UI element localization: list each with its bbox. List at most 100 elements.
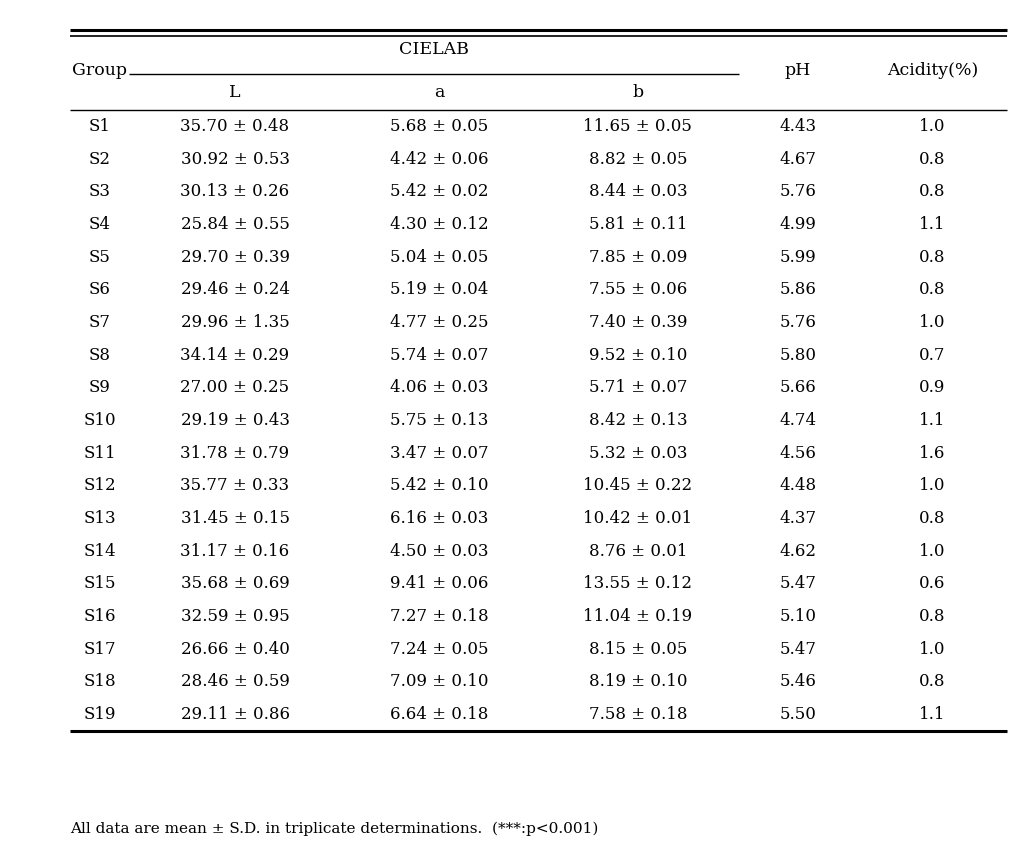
Text: All data are mean ± S.D. in triplicate determinations.  (***:p<0.001): All data are mean ± S.D. in triplicate d…	[70, 822, 598, 836]
Text: 10.42 ± 0.01: 10.42 ± 0.01	[584, 510, 692, 527]
Text: 4.37: 4.37	[780, 510, 816, 527]
Text: 0.8: 0.8	[919, 150, 945, 168]
Text: 4.99: 4.99	[780, 216, 816, 233]
Text: 4.42 ± 0.06: 4.42 ± 0.06	[389, 150, 489, 168]
Text: 8.19 ± 0.10: 8.19 ± 0.10	[589, 674, 687, 690]
Text: 5.10: 5.10	[780, 608, 816, 625]
Text: S6: S6	[89, 281, 111, 298]
Text: 5.81 ± 0.11: 5.81 ± 0.11	[589, 216, 687, 233]
Text: 31.45 ± 0.15: 31.45 ± 0.15	[181, 510, 289, 527]
Text: S11: S11	[84, 445, 116, 462]
Text: 5.04 ± 0.05: 5.04 ± 0.05	[389, 249, 489, 266]
Text: 5.74 ± 0.07: 5.74 ± 0.07	[389, 347, 489, 363]
Text: 5.42 ± 0.02: 5.42 ± 0.02	[389, 184, 489, 200]
Text: 34.14 ± 0.29: 34.14 ± 0.29	[181, 347, 289, 363]
Text: 4.06 ± 0.03: 4.06 ± 0.03	[389, 380, 489, 397]
Text: S19: S19	[84, 706, 116, 723]
Text: 29.96 ± 1.35: 29.96 ± 1.35	[181, 314, 289, 331]
Text: 4.62: 4.62	[780, 543, 816, 560]
Text: S2: S2	[89, 150, 111, 168]
Text: 1.0: 1.0	[919, 640, 945, 657]
Text: 5.32 ± 0.03: 5.32 ± 0.03	[589, 445, 687, 462]
Text: 5.76: 5.76	[780, 184, 816, 200]
Text: 11.04 ± 0.19: 11.04 ± 0.19	[584, 608, 692, 625]
Text: 30.13 ± 0.26: 30.13 ± 0.26	[181, 184, 289, 200]
Text: S13: S13	[84, 510, 116, 527]
Text: S8: S8	[89, 347, 111, 363]
Text: S1: S1	[89, 118, 111, 135]
Text: S10: S10	[84, 412, 116, 429]
Text: 26.66 ± 0.40: 26.66 ± 0.40	[181, 640, 289, 657]
Text: 3.47 ± 0.07: 3.47 ± 0.07	[389, 445, 489, 462]
Text: 1.0: 1.0	[919, 477, 945, 494]
Text: 5.50: 5.50	[780, 706, 816, 723]
Text: 30.92 ± 0.53: 30.92 ± 0.53	[181, 150, 289, 168]
Text: 8.42 ± 0.13: 8.42 ± 0.13	[589, 412, 687, 429]
Text: 0.7: 0.7	[919, 347, 945, 363]
Text: 0.8: 0.8	[919, 608, 945, 625]
Text: 5.71 ± 0.07: 5.71 ± 0.07	[589, 380, 687, 397]
Text: 31.78 ± 0.79: 31.78 ± 0.79	[181, 445, 289, 462]
Text: 0.8: 0.8	[919, 510, 945, 527]
Text: 8.15 ± 0.05: 8.15 ± 0.05	[589, 640, 687, 657]
Text: S17: S17	[84, 640, 116, 657]
Text: 5.76: 5.76	[780, 314, 816, 331]
Text: b: b	[632, 84, 644, 101]
Text: CIELAB: CIELAB	[399, 41, 469, 58]
Text: S5: S5	[89, 249, 111, 266]
Text: 5.68 ± 0.05: 5.68 ± 0.05	[389, 118, 489, 135]
Text: 6.64 ± 0.18: 6.64 ± 0.18	[389, 706, 489, 723]
Text: 7.27 ± 0.18: 7.27 ± 0.18	[389, 608, 489, 625]
Text: S18: S18	[84, 674, 116, 690]
Text: 32.59 ± 0.95: 32.59 ± 0.95	[181, 608, 289, 625]
Text: 0.9: 0.9	[919, 380, 945, 397]
Text: 29.19 ± 0.43: 29.19 ± 0.43	[181, 412, 289, 429]
Text: 10.45 ± 0.22: 10.45 ± 0.22	[584, 477, 692, 494]
Text: 7.40 ± 0.39: 7.40 ± 0.39	[589, 314, 687, 331]
Text: 5.47: 5.47	[780, 640, 816, 657]
Text: 0.8: 0.8	[919, 184, 945, 200]
Text: 0.8: 0.8	[919, 281, 945, 298]
Text: S7: S7	[89, 314, 111, 331]
Text: 35.70 ± 0.48: 35.70 ± 0.48	[181, 118, 289, 135]
Text: S15: S15	[84, 575, 116, 593]
Text: 4.77 ± 0.25: 4.77 ± 0.25	[389, 314, 489, 331]
Text: S16: S16	[84, 608, 116, 625]
Text: 4.74: 4.74	[780, 412, 816, 429]
Text: 27.00 ± 0.25: 27.00 ± 0.25	[181, 380, 289, 397]
Text: 5.66: 5.66	[780, 380, 816, 397]
Text: 7.58 ± 0.18: 7.58 ± 0.18	[589, 706, 687, 723]
Text: 4.50 ± 0.03: 4.50 ± 0.03	[389, 543, 489, 560]
Text: 5.80: 5.80	[780, 347, 816, 363]
Text: S3: S3	[89, 184, 111, 200]
Text: 29.46 ± 0.24: 29.46 ± 0.24	[181, 281, 289, 298]
Text: 4.43: 4.43	[780, 118, 816, 135]
Text: 0.8: 0.8	[919, 249, 945, 266]
Text: 7.09 ± 0.10: 7.09 ± 0.10	[389, 674, 489, 690]
Text: 0.6: 0.6	[919, 575, 945, 593]
Text: 35.77 ± 0.33: 35.77 ± 0.33	[181, 477, 289, 494]
Text: 5.99: 5.99	[780, 249, 816, 266]
Text: 29.70 ± 0.39: 29.70 ± 0.39	[181, 249, 289, 266]
Text: a: a	[434, 84, 444, 101]
Text: 4.67: 4.67	[780, 150, 816, 168]
Text: S9: S9	[89, 380, 111, 397]
Text: 5.47: 5.47	[780, 575, 816, 593]
Text: 5.86: 5.86	[780, 281, 816, 298]
Text: S14: S14	[84, 543, 116, 560]
Text: 25.84 ± 0.55: 25.84 ± 0.55	[181, 216, 289, 233]
Text: 9.52 ± 0.10: 9.52 ± 0.10	[589, 347, 687, 363]
Text: S12: S12	[84, 477, 116, 494]
Text: 1.0: 1.0	[919, 543, 945, 560]
Text: pH: pH	[785, 62, 811, 79]
Text: 13.55 ± 0.12: 13.55 ± 0.12	[584, 575, 692, 593]
Text: 1.1: 1.1	[919, 216, 945, 233]
Text: 29.11 ± 0.86: 29.11 ± 0.86	[181, 706, 289, 723]
Text: 8.82 ± 0.05: 8.82 ± 0.05	[589, 150, 687, 168]
Text: 7.55 ± 0.06: 7.55 ± 0.06	[589, 281, 687, 298]
Text: 11.65 ± 0.05: 11.65 ± 0.05	[584, 118, 692, 135]
Text: 4.48: 4.48	[780, 477, 816, 494]
Text: 1.0: 1.0	[919, 118, 945, 135]
Text: 5.42 ± 0.10: 5.42 ± 0.10	[389, 477, 489, 494]
Text: 1.0: 1.0	[919, 314, 945, 331]
